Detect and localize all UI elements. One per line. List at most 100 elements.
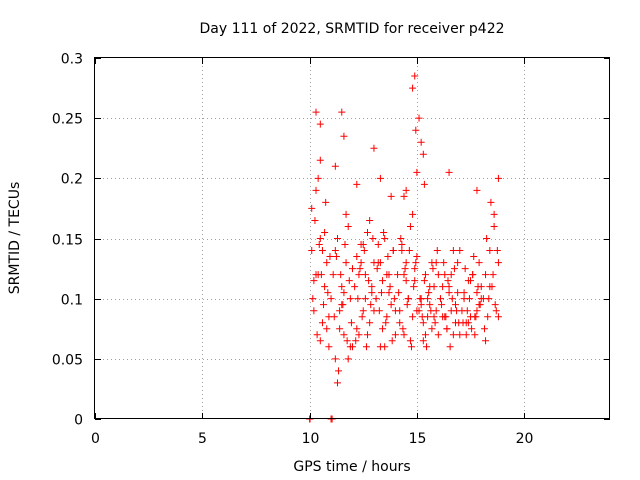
data-point bbox=[400, 192, 408, 200]
data-point bbox=[322, 198, 330, 206]
data-point bbox=[358, 313, 366, 321]
data-point bbox=[341, 241, 349, 249]
data-point bbox=[316, 337, 324, 345]
data-point bbox=[461, 265, 469, 273]
data-point bbox=[327, 295, 335, 303]
data-point bbox=[313, 331, 321, 339]
data-point bbox=[473, 289, 481, 297]
data-point bbox=[449, 247, 457, 255]
data-point bbox=[403, 301, 411, 309]
data-point bbox=[409, 210, 417, 218]
data-point bbox=[383, 313, 391, 321]
data-point bbox=[431, 319, 439, 327]
data-point bbox=[386, 283, 394, 291]
data-point bbox=[412, 126, 420, 134]
data-point bbox=[331, 355, 339, 363]
data-point bbox=[492, 307, 500, 315]
data-point bbox=[381, 343, 389, 351]
x-tick-label: 5 bbox=[198, 431, 207, 447]
data-point bbox=[425, 289, 433, 297]
data-point bbox=[353, 253, 361, 261]
data-point bbox=[411, 72, 419, 80]
data-point bbox=[323, 325, 331, 333]
data-point bbox=[316, 120, 324, 128]
data-point bbox=[331, 247, 339, 255]
data-point bbox=[423, 343, 431, 351]
data-point bbox=[361, 295, 369, 303]
tick-marks bbox=[95, 58, 610, 420]
data-point bbox=[400, 271, 408, 279]
data-point bbox=[417, 301, 425, 309]
data-point bbox=[467, 277, 475, 285]
x-tick-label: 10 bbox=[302, 431, 320, 447]
data-point bbox=[359, 241, 367, 249]
data-point bbox=[321, 283, 329, 291]
data-point bbox=[362, 343, 370, 351]
data-point bbox=[332, 253, 340, 261]
data-point bbox=[311, 216, 319, 224]
data-point bbox=[402, 186, 410, 194]
data-point bbox=[344, 355, 352, 363]
data-point bbox=[439, 283, 447, 291]
data-point bbox=[364, 228, 372, 236]
data-point bbox=[391, 331, 399, 339]
data-point bbox=[415, 114, 423, 122]
data-point bbox=[494, 174, 502, 182]
data-point bbox=[359, 307, 367, 315]
data-point bbox=[366, 319, 374, 327]
data-point bbox=[405, 247, 413, 255]
data-point bbox=[464, 319, 472, 327]
data-point bbox=[325, 343, 333, 351]
data-point bbox=[487, 198, 495, 206]
data-point bbox=[420, 277, 428, 285]
data-point bbox=[368, 289, 376, 297]
data-point bbox=[441, 271, 449, 279]
data-point bbox=[340, 289, 348, 297]
y-tick-label: 0.05 bbox=[52, 353, 83, 369]
data-point bbox=[383, 271, 391, 279]
data-point bbox=[346, 295, 354, 303]
data-point bbox=[473, 186, 481, 194]
data-point bbox=[450, 265, 458, 273]
data-point bbox=[486, 247, 494, 255]
data-point bbox=[406, 337, 414, 345]
data-point bbox=[366, 216, 374, 224]
data-point bbox=[340, 132, 348, 140]
data-point bbox=[365, 277, 373, 285]
data-point bbox=[404, 295, 412, 303]
data-point bbox=[374, 241, 382, 249]
data-point bbox=[312, 186, 320, 194]
data-point bbox=[421, 271, 429, 279]
data-point bbox=[376, 174, 384, 182]
data-point bbox=[445, 168, 453, 176]
data-point bbox=[409, 84, 417, 92]
data-point bbox=[482, 337, 490, 345]
data-point bbox=[428, 259, 436, 267]
y-axis-label: SRMTID / TECUs bbox=[7, 182, 23, 295]
y-tick-label: 0.25 bbox=[52, 112, 83, 128]
data-point bbox=[409, 313, 417, 321]
data-point bbox=[415, 307, 423, 315]
tick-labels: 0 5 10 15 20 0 0.05 0.1 0.15 0.2 0.25 0.3 bbox=[52, 52, 534, 448]
data-point bbox=[418, 313, 426, 321]
x-tick-label: 20 bbox=[516, 431, 534, 447]
data-point bbox=[353, 325, 361, 333]
data-point bbox=[369, 235, 377, 242]
data-point bbox=[372, 295, 380, 303]
data-point bbox=[344, 222, 352, 230]
data-point bbox=[434, 331, 442, 339]
data-point bbox=[424, 295, 432, 303]
data-point bbox=[433, 247, 441, 255]
data-point bbox=[436, 295, 444, 303]
data-point bbox=[308, 204, 316, 212]
data-point bbox=[345, 277, 353, 285]
data-point bbox=[482, 271, 490, 279]
data-point bbox=[318, 247, 326, 255]
data-point bbox=[486, 283, 494, 291]
data-point bbox=[401, 265, 409, 273]
data-point bbox=[411, 265, 419, 273]
y-tick-label: 0.15 bbox=[52, 233, 83, 249]
data-point bbox=[398, 241, 406, 249]
data-point bbox=[336, 325, 344, 333]
data-point bbox=[421, 331, 429, 339]
